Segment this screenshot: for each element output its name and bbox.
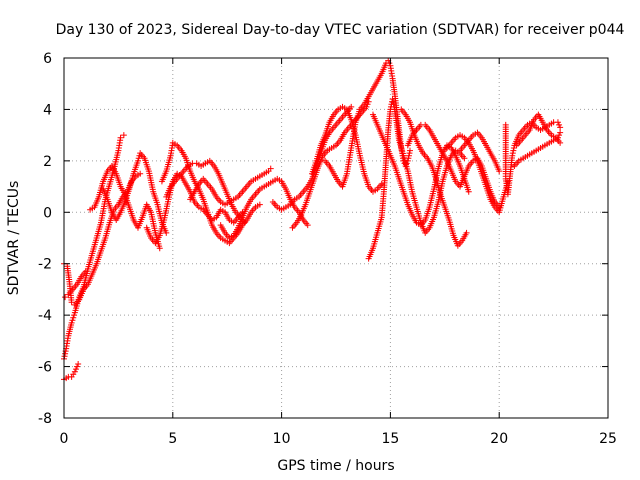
track-24-point <box>557 139 564 146</box>
track-1-marker <box>70 314 77 321</box>
track-22-point <box>554 119 561 126</box>
x-tick-label: 5 <box>168 431 177 447</box>
track-1-marker <box>61 353 68 360</box>
track-8-point <box>256 201 263 208</box>
x-tick-label: 25 <box>599 431 617 447</box>
track-22-point <box>509 152 516 159</box>
track-22-marker <box>509 150 516 157</box>
track-23-marker <box>556 132 563 139</box>
track-16-marker <box>391 103 398 110</box>
x-tick-label: 15 <box>381 431 399 447</box>
track-6-point <box>163 229 170 236</box>
track-15-marker <box>406 150 413 157</box>
x-axis-label: GPS time / hours <box>277 458 394 474</box>
chart-title: Day 130 of 2023, Sidereal Day-to-day VTE… <box>56 22 625 38</box>
track-1-marker <box>69 317 76 324</box>
track-3-point <box>137 170 144 177</box>
track-16-marker <box>390 98 397 105</box>
track-1-point <box>117 134 124 141</box>
track-1-point <box>120 132 127 139</box>
track-12-point <box>348 103 355 110</box>
x-axis-ticks: 0 5 10 15 20 25 <box>60 58 617 447</box>
y-tick-label: 6 <box>43 51 52 67</box>
x-tick-label: 20 <box>490 431 508 447</box>
track-23-point <box>557 129 564 136</box>
track-16-point <box>461 155 468 162</box>
y-tick-label: -2 <box>38 257 52 273</box>
x-tick-label: 10 <box>273 431 291 447</box>
track-6-marker <box>135 155 142 162</box>
track-3-point <box>68 299 75 306</box>
track-22-marker <box>556 121 563 128</box>
track-15-marker <box>386 60 393 67</box>
track-11-point <box>304 222 311 229</box>
y-axis-ticks: -8 -6 -4 -2 0 2 4 6 <box>38 51 608 427</box>
track-22-point <box>557 124 564 131</box>
track-18-point <box>463 229 470 236</box>
x-tick-label: 0 <box>60 431 69 447</box>
track-4-point <box>82 268 89 275</box>
track-22-marker <box>510 145 517 151</box>
track-14-point <box>378 181 385 187</box>
track-15-point <box>406 147 413 154</box>
y-axis-label: SDTVAR / TECUs <box>6 181 22 296</box>
track-2-marker <box>74 363 81 370</box>
y-tick-label: 0 <box>43 205 52 221</box>
track-1-marker <box>71 312 78 319</box>
track-6-point <box>134 157 141 164</box>
track-2-point <box>71 368 78 375</box>
track-4-point <box>62 294 69 301</box>
track-16-point <box>389 96 396 103</box>
y-tick-label: 4 <box>43 102 52 118</box>
track-16-marker <box>390 101 397 108</box>
track-21-point <box>496 168 503 175</box>
track-2-point <box>75 361 82 367</box>
track-15-marker <box>405 152 412 159</box>
y-tick-label: -4 <box>38 308 52 324</box>
track-5-point <box>156 245 163 252</box>
track-9-point <box>241 219 248 226</box>
track-22-marker <box>510 147 517 154</box>
y-tick-label: 2 <box>43 154 52 170</box>
y-tick-label: -8 <box>38 411 52 427</box>
track-2-marker <box>72 366 79 373</box>
track-1-marker <box>62 350 69 357</box>
grid-lines <box>64 58 608 418</box>
track-1-point <box>68 319 75 326</box>
plot-frame <box>63 57 609 419</box>
track-17-point <box>465 188 472 195</box>
y-tick-label: -6 <box>38 360 52 376</box>
track-10-point <box>267 165 274 172</box>
data-points <box>61 57 564 383</box>
